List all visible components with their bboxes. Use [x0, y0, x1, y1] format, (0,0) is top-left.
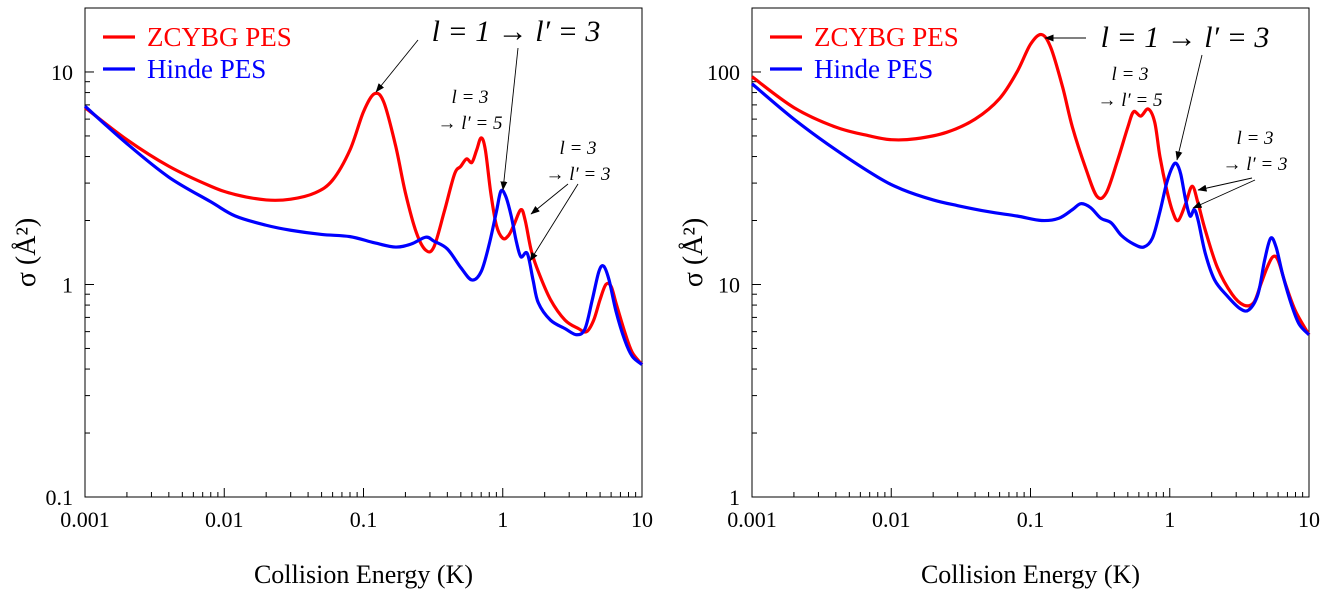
x-tick-label: 10 — [1298, 507, 1320, 532]
x-axis-label: Collision Energy (K) — [921, 560, 1140, 589]
x-tick-label: 0.001 — [60, 507, 110, 532]
x-tick-label: 1 — [497, 507, 508, 532]
x-axis-label: Collision Energy (K) — [254, 560, 473, 589]
x-tick-label: 1 — [1164, 507, 1175, 532]
annotation-text: → l′ = 3 — [545, 164, 610, 185]
x-tick-label: 0.01 — [205, 507, 244, 532]
annotation-text: l = 1 → l′ = 3 — [1101, 21, 1270, 54]
y-tick-label: 1 — [62, 272, 73, 297]
chart-panel-left: 0.001 0.01 0.1 1 10 0.1 1 10 Collision Energy (K… — [11, 7, 653, 589]
annotation-arrow — [1192, 179, 1256, 209]
y-tick-label: 100 — [707, 60, 740, 85]
annotation-text: → l′ = 5 — [1097, 90, 1162, 111]
annotation-arrow — [375, 39, 419, 93]
y-tick-label: 10 — [718, 272, 740, 297]
annotation-arrow — [1197, 177, 1253, 192]
y-tick-label: 10 — [51, 60, 73, 85]
annotation-text: l = 3 — [451, 87, 488, 108]
annotation-arrow — [530, 183, 569, 215]
x-tick-label: 0.1 — [1017, 507, 1045, 532]
x-tick-label: 0.01 — [872, 507, 911, 532]
legend-label: ZCYBG PES — [147, 22, 292, 52]
annotation-text: l = 1 → l′ = 3 — [432, 15, 601, 48]
y-tick-label: 1 — [729, 485, 740, 510]
legend-label: ZCYBG PES — [814, 22, 959, 52]
annotation-arrow — [1175, 54, 1203, 161]
annotation-arrow — [529, 183, 579, 262]
annotation-text: l = 3 — [1236, 128, 1273, 149]
legend-label: Hinde PES — [147, 54, 266, 84]
annotation-text: l = 3 — [1111, 64, 1148, 85]
series-line-hinde-pes — [83, 105, 644, 366]
y-axis-label: σ (Å²) — [11, 218, 42, 287]
x-tick-label: 10 — [631, 507, 653, 532]
x-tick-label: 0.001 — [727, 507, 777, 532]
y-tick-label: 0.1 — [46, 485, 74, 510]
chart-panel-right: 0.001 0.01 0.1 1 10 1 10 100 Collision Energy (K… — [678, 7, 1320, 589]
annotation-text: l = 3 — [559, 138, 596, 159]
legend-label: Hinde PES — [814, 54, 933, 84]
annotation-text: → l′ = 3 — [1222, 154, 1287, 175]
y-axis-label: σ (Å²) — [678, 218, 709, 287]
series-line-zcybg-pes — [84, 91, 644, 366]
annotation-text: → l′ = 5 — [437, 113, 502, 134]
annotation-arrow — [500, 47, 519, 191]
x-tick-label: 0.1 — [350, 507, 378, 532]
series-line-hinde-pes — [750, 82, 1311, 336]
